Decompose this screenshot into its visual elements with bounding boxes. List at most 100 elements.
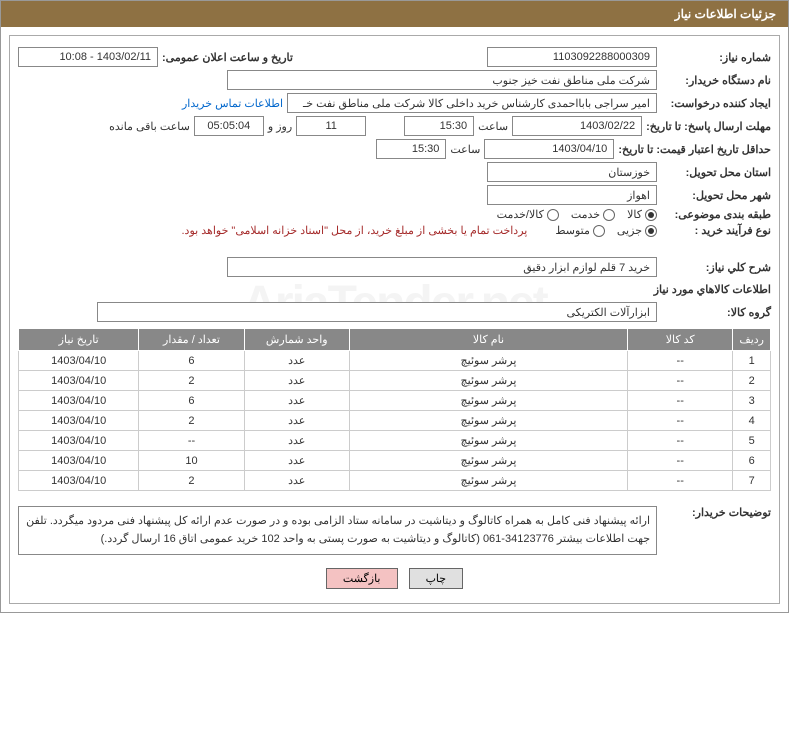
button-bar: چاپ بازگشت xyxy=(18,558,771,595)
table-cell: -- xyxy=(628,371,733,391)
min-validity-label: حداقل تاریخ اعتبار قیمت: تا تاریخ: xyxy=(618,143,771,156)
process-note: پرداخت تمام یا بخشی از مبلغ خرید، از محل… xyxy=(182,224,528,237)
radio-goods[interactable] xyxy=(645,209,657,221)
table-cell: 2 xyxy=(139,371,244,391)
table-cell: -- xyxy=(628,351,733,371)
min-validity-date-field: 1403/04/10 xyxy=(484,139,614,159)
request-number-field: 1103092288000309 xyxy=(487,47,657,67)
th-unit: واحد شمارش xyxy=(244,329,349,351)
th-row: ردیف xyxy=(733,329,771,351)
table-cell: پرشر سوئیچ xyxy=(349,391,627,411)
deadline-time-field: 15:30 xyxy=(404,116,474,136)
radio-partial-label: جزیی xyxy=(617,224,642,237)
buyer-desc-label: توضیحات خریدار: xyxy=(661,502,771,519)
th-qty: تعداد / مقدار xyxy=(139,329,244,351)
table-cell: پرشر سوئیچ xyxy=(349,471,627,491)
radio-medium-label: متوسط xyxy=(555,224,590,237)
table-cell: عدد xyxy=(244,431,349,451)
buyer-org-label: نام دستگاه خریدار: xyxy=(661,74,771,87)
table-cell: 1403/04/10 xyxy=(19,351,139,371)
table-row: 2--پرشر سوئیچعدد21403/04/10 xyxy=(19,371,771,391)
contact-link[interactable]: اطلاعات تماس خریدار xyxy=(182,97,283,110)
general-desc-label: شرح کلي نیاز: xyxy=(661,261,771,274)
category-radio-group: کالا خدمت کالا/خدمت xyxy=(497,208,657,221)
radio-service-label: خدمت xyxy=(571,208,600,221)
remaining-time-field: 05:05:04 xyxy=(194,116,264,136)
header-bar: جزئیات اطلاعات نیاز xyxy=(1,1,788,27)
table-row: 1--پرشر سوئیچعدد61403/04/10 xyxy=(19,351,771,371)
remaining-label: ساعت باقی مانده xyxy=(109,120,190,133)
th-name: نام کالا xyxy=(349,329,627,351)
table-cell: 1403/04/10 xyxy=(19,371,139,391)
window-frame: جزئیات اطلاعات نیاز AriaTender.net شماره… xyxy=(0,0,789,613)
back-button[interactable]: بازگشت xyxy=(326,568,398,589)
table-row: 6--پرشر سوئیچعدد101403/04/10 xyxy=(19,451,771,471)
table-cell: -- xyxy=(628,431,733,451)
creator-label: ایجاد کننده درخواست: xyxy=(661,97,771,110)
table-cell: 1403/04/10 xyxy=(19,431,139,451)
table-cell: -- xyxy=(628,391,733,411)
content-panel: AriaTender.net شماره نیاز: 1103092288000… xyxy=(9,35,780,604)
buyer-org-field: شرکت ملی مناطق نفت خیز جنوب xyxy=(227,70,657,90)
table-row: 5--پرشر سوئیچعدد--1403/04/10 xyxy=(19,431,771,451)
th-code: کد کالا xyxy=(628,329,733,351)
print-button[interactable]: چاپ xyxy=(409,568,464,589)
buyer-desc-box: ارائه پیشنهاد فنی کامل به همراه کاتالوگ … xyxy=(18,506,657,555)
days-field: 11 xyxy=(296,116,366,136)
radio-partial[interactable] xyxy=(645,225,657,237)
table-cell: 4 xyxy=(733,411,771,431)
table-cell: 7 xyxy=(733,471,771,491)
general-desc-field: خرید 7 قلم لوازم ابزار دقیق xyxy=(227,257,657,277)
time-label-1: ساعت xyxy=(478,120,508,133)
table-row: 4--پرشر سوئیچعدد21403/04/10 xyxy=(19,411,771,431)
goods-info-label: اطلاعات کالاهاي مورد نیاز xyxy=(18,283,771,296)
table-cell: 6 xyxy=(139,391,244,411)
delivery-city-label: شهر محل تحویل: xyxy=(661,189,771,202)
radio-goods-label: کالا xyxy=(627,208,642,221)
table-cell: پرشر سوئیچ xyxy=(349,431,627,451)
table-cell: پرشر سوئیچ xyxy=(349,351,627,371)
table-cell: عدد xyxy=(244,451,349,471)
deadline-label: مهلت ارسال پاسخ: تا تاریخ: xyxy=(646,120,771,133)
table-row: 3--پرشر سوئیچعدد61403/04/10 xyxy=(19,391,771,411)
table-cell: 1403/04/10 xyxy=(19,411,139,431)
table-cell: 1403/04/10 xyxy=(19,391,139,411)
category-label: طبقه بندی موضوعی: xyxy=(661,208,771,221)
deadline-date-field: 1403/02/22 xyxy=(512,116,642,136)
table-cell: عدد xyxy=(244,411,349,431)
request-number-label: شماره نیاز: xyxy=(661,51,771,64)
table-cell: 5 xyxy=(733,431,771,451)
table-cell: 2 xyxy=(139,471,244,491)
table-cell: -- xyxy=(628,411,733,431)
radio-goods-service-label: کالا/خدمت xyxy=(497,208,544,221)
table-cell: 1 xyxy=(733,351,771,371)
delivery-province-field: خوزستان xyxy=(487,162,657,182)
table-cell: پرشر سوئیچ xyxy=(349,371,627,391)
table-cell: 6 xyxy=(733,451,771,471)
radio-goods-service[interactable] xyxy=(547,209,559,221)
announce-datetime-label: تاریخ و ساعت اعلان عمومی: xyxy=(162,51,293,64)
goods-group-label: گروه کالا: xyxy=(661,306,771,319)
table-cell: عدد xyxy=(244,371,349,391)
table-cell: 10 xyxy=(139,451,244,471)
table-cell: -- xyxy=(628,451,733,471)
delivery-province-label: استان محل تحویل: xyxy=(661,166,771,179)
radio-service[interactable] xyxy=(603,209,615,221)
min-validity-time-field: 15:30 xyxy=(376,139,446,159)
th-date: تاریخ نیاز xyxy=(19,329,139,351)
table-cell: 6 xyxy=(139,351,244,371)
table-cell: 3 xyxy=(733,391,771,411)
process-radio-group: جزیی متوسط xyxy=(555,224,657,237)
radio-medium[interactable] xyxy=(593,225,605,237)
table-row: 7--پرشر سوئیچعدد21403/04/10 xyxy=(19,471,771,491)
goods-group-field: ابزارآلات الکتریکی xyxy=(97,302,657,322)
table-cell: 2 xyxy=(139,411,244,431)
time-label-2: ساعت xyxy=(450,143,480,156)
creator-field: امیر سراجی بابااحمدی کارشناس خرید داخلی … xyxy=(287,93,657,113)
table-cell: -- xyxy=(139,431,244,451)
table-cell: عدد xyxy=(244,471,349,491)
days-and-label: روز و xyxy=(268,120,292,133)
table-cell: پرشر سوئیچ xyxy=(349,411,627,431)
table-cell: عدد xyxy=(244,351,349,371)
announce-datetime-field: 1403/02/11 - 10:08 xyxy=(18,47,158,67)
